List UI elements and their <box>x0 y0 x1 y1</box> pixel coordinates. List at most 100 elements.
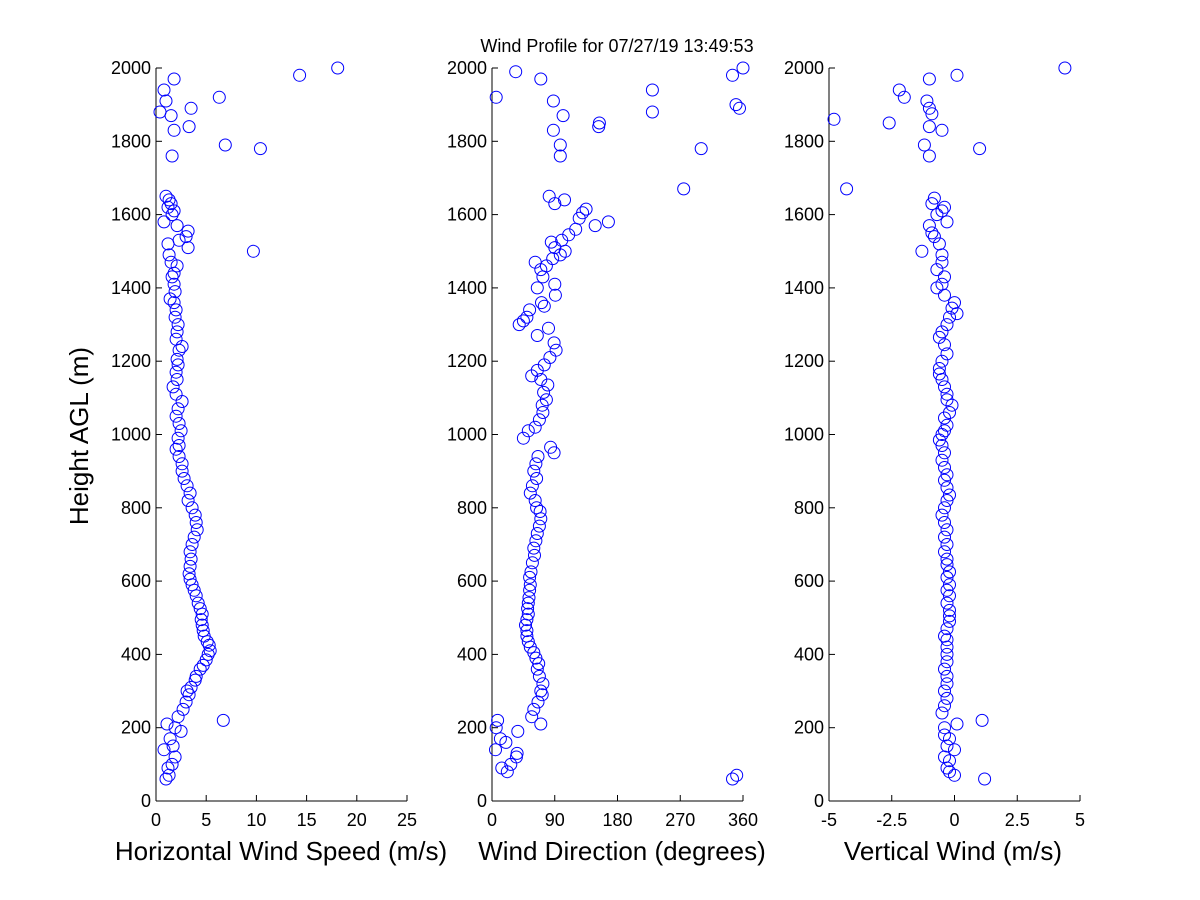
data-point <box>534 717 548 731</box>
y-tick-label: 800 <box>794 498 824 518</box>
data-point <box>161 761 175 775</box>
data-point <box>512 318 526 332</box>
data-point <box>493 732 507 746</box>
data-point <box>940 393 954 407</box>
data-point <box>489 743 502 757</box>
y-tick-label: 1600 <box>784 205 824 225</box>
x-tick-label: 2.5 <box>1005 810 1030 830</box>
data-point <box>940 538 954 551</box>
y-tick-label: 2000 <box>784 58 824 78</box>
data-point <box>645 83 659 97</box>
data-point <box>189 669 203 683</box>
y-tick-label: 1600 <box>447 205 487 225</box>
data-point <box>194 613 208 627</box>
data-point <box>181 241 195 255</box>
data-point <box>171 318 185 332</box>
data-point <box>726 68 739 82</box>
data-point <box>167 277 181 291</box>
data-point <box>164 197 178 211</box>
y-tick-label: 1200 <box>111 351 151 371</box>
data-point <box>170 219 184 233</box>
data-point <box>520 613 534 627</box>
data-point <box>164 109 178 123</box>
y-tick-label: 400 <box>457 644 487 664</box>
data-point <box>509 65 523 79</box>
data-point <box>537 385 551 399</box>
data-point <box>920 94 934 108</box>
data-point <box>536 677 550 691</box>
data-point <box>529 534 543 548</box>
y-tick-label: 1000 <box>447 425 487 445</box>
data-point <box>935 354 949 368</box>
data-point <box>530 281 544 295</box>
data-point <box>169 303 183 317</box>
data-point <box>190 523 204 537</box>
data-point <box>943 765 956 779</box>
y-tick-label: 1400 <box>111 278 151 298</box>
data-point <box>203 644 217 658</box>
data-point <box>169 387 183 401</box>
y-tick-label: 1200 <box>784 351 824 371</box>
data-point <box>172 343 186 357</box>
data-point <box>553 138 567 152</box>
data-point <box>935 255 949 269</box>
data-point <box>542 189 556 203</box>
data-point <box>167 123 181 137</box>
data-point <box>938 545 951 559</box>
data-point <box>943 609 956 623</box>
y-tick-label: 2000 <box>111 58 151 78</box>
data-point <box>176 702 190 716</box>
data-point <box>948 296 961 310</box>
data-point <box>185 501 199 515</box>
y-tick-label: 200 <box>457 718 487 738</box>
data-point <box>167 296 181 310</box>
data-point <box>532 669 546 683</box>
data-point <box>547 336 561 350</box>
data-point <box>165 270 179 284</box>
y-tick-label: 0 <box>814 791 824 811</box>
x-tick-label: 5 <box>201 810 211 830</box>
data-point <box>532 413 546 427</box>
data-point <box>187 530 201 544</box>
data-point <box>544 440 558 454</box>
data-point <box>529 457 543 471</box>
data-point <box>935 123 949 137</box>
data-point <box>840 182 854 196</box>
data-point <box>935 453 949 467</box>
data-point <box>212 90 226 104</box>
data-point <box>166 739 180 753</box>
data-point <box>525 710 539 724</box>
data-point <box>168 750 182 764</box>
x-tick-label: 0 <box>151 810 161 830</box>
data-point <box>932 237 946 251</box>
data-point <box>516 431 530 445</box>
data-point <box>182 688 196 702</box>
data-point <box>525 479 539 493</box>
data-point <box>940 583 954 597</box>
y-tick-label: 0 <box>477 791 487 811</box>
data-point <box>940 596 954 610</box>
data-point <box>940 318 954 332</box>
y-tick-label: 1000 <box>111 425 151 445</box>
data-point <box>940 523 954 537</box>
data-point <box>938 699 951 713</box>
data-point <box>922 120 936 134</box>
data-point <box>940 640 954 654</box>
data-point <box>897 90 911 104</box>
data-point <box>167 204 181 218</box>
data-point <box>199 653 213 667</box>
data-point <box>536 406 550 419</box>
data-point <box>945 301 959 315</box>
data-point <box>940 552 954 566</box>
data-point <box>169 365 183 379</box>
data-point <box>938 473 951 487</box>
data-point <box>927 230 941 244</box>
data-point <box>935 277 949 291</box>
data-point <box>930 263 944 277</box>
data-point <box>166 380 180 394</box>
data-point <box>197 629 211 643</box>
data-point <box>601 215 615 229</box>
data-point <box>978 772 992 786</box>
data-point <box>528 255 542 269</box>
